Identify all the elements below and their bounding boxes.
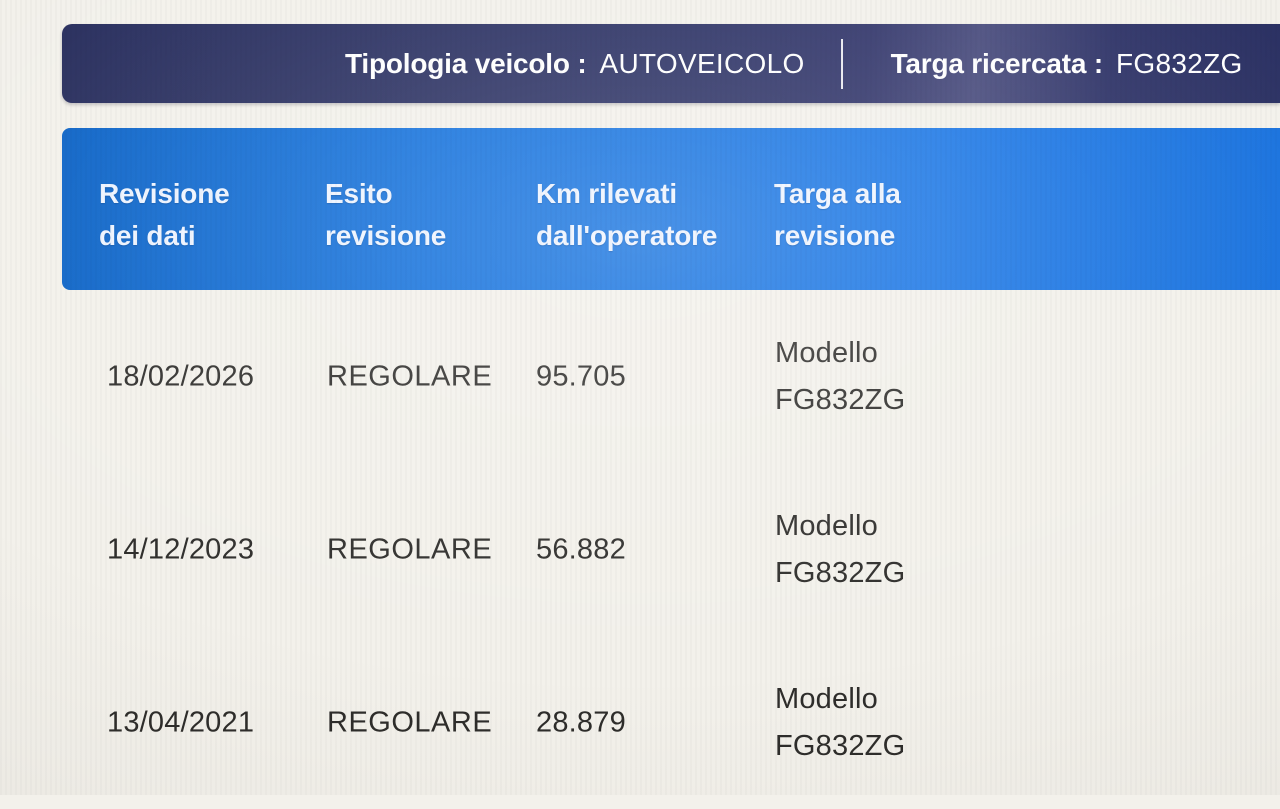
- column-header-line: Km rilevati: [536, 178, 677, 209]
- vehicle-search-title-bar: Tipologia veicolo : AUTOVEICOLO Targa ri…: [62, 24, 1280, 103]
- odometer-km-cell: 28.879: [536, 706, 626, 738]
- table-row: 13/04/2021 REGOLARE 28.879 Modello FG832…: [0, 636, 1280, 809]
- column-header-esito-revisione: Esito revisione: [325, 173, 446, 257]
- table-row: 14/12/2023 REGOLARE 56.882 Modello FG832…: [0, 463, 1280, 636]
- odometer-km-cell: 95.705: [536, 360, 626, 392]
- column-header-line: revisione: [325, 220, 447, 251]
- column-header-line: dei dati: [99, 220, 196, 251]
- plate-value: FG832ZG: [775, 729, 906, 762]
- plate-value: FG832ZG: [775, 556, 906, 589]
- title-bar-divider: [840, 38, 843, 89]
- modello-label: Modello: [775, 509, 878, 542]
- revision-result-cell: REGOLARE: [327, 533, 493, 565]
- revisions-table-header: Revisione dei dati Esito revisione Km ri…: [62, 128, 1280, 290]
- modello-label: Modello: [775, 336, 878, 369]
- revision-date-cell: 18/02/2026: [107, 360, 255, 392]
- vehicle-type-value: AUTOVEICOLO: [599, 47, 805, 79]
- revision-date-cell: 13/04/2021: [107, 706, 255, 738]
- column-header-revisione-dei-dati: Revisione dei dati: [99, 173, 230, 257]
- plate-value: FG832ZG: [775, 383, 906, 416]
- revision-date-cell: 14/12/2023: [107, 533, 255, 565]
- modello-label: Modello: [775, 682, 878, 715]
- column-header-targa-alla-revisione: Targa alla revisione: [774, 173, 901, 257]
- searched-plate-value: FG832ZG: [1115, 47, 1243, 79]
- revisions-table-body: 18/02/2026 REGOLARE 95.705 Modello FG832…: [0, 290, 1280, 795]
- column-header-line: revisione: [774, 220, 896, 251]
- revision-result-cell: REGOLARE: [327, 706, 493, 738]
- column-header-km-rilevati: Km rilevati dall'operatore: [536, 173, 717, 257]
- vehicle-type-label: Tipologia veicolo :: [345, 47, 587, 79]
- odometer-km-cell: 56.882: [536, 533, 626, 565]
- column-header-line: Revisione: [99, 178, 230, 209]
- column-header-line: Esito: [325, 178, 393, 209]
- table-row: 18/02/2026 REGOLARE 95.705 Modello FG832…: [0, 290, 1280, 463]
- searched-plate-label: Targa ricercata :: [890, 47, 1104, 79]
- column-header-line: Targa alla: [774, 178, 901, 209]
- plate-at-revision-cell: Modello FG832ZG: [775, 330, 905, 424]
- revision-result-cell: REGOLARE: [327, 360, 493, 392]
- plate-at-revision-cell: Modello FG832ZG: [775, 503, 905, 597]
- plate-at-revision-cell: Modello FG832ZG: [775, 676, 905, 770]
- column-header-line: dall'operatore: [536, 220, 718, 251]
